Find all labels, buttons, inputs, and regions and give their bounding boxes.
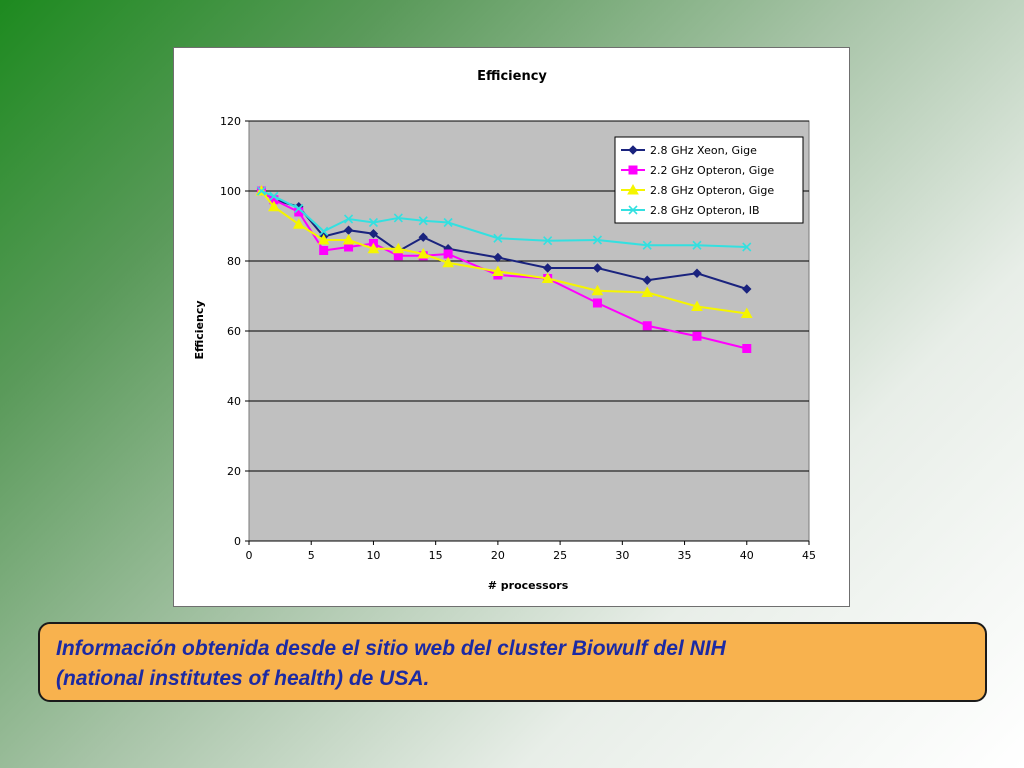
y-tick-label: 40 [227, 395, 241, 408]
data-point [742, 284, 752, 294]
legend-item: 2.2 GHz Opteron, Gige [621, 164, 774, 177]
caption-line-2: (national institutes of health) de USA. [56, 667, 430, 690]
data-point [543, 236, 553, 246]
data-point [642, 240, 652, 250]
series-3 [255, 184, 753, 318]
legend-item: 2.8 GHz Xeon, Gige [621, 144, 757, 157]
x-tick-label: 5 [308, 549, 315, 562]
y-tick-label: 100 [220, 185, 241, 198]
legend-marker [627, 183, 639, 195]
data-point [742, 344, 752, 353]
data-point [443, 217, 453, 228]
legend-marker [628, 205, 638, 215]
data-point [592, 235, 603, 245]
chart-frame: Efficiency 0 20 40 60 80 100 120 0 5 10 15 20 25 30 3… [173, 47, 850, 607]
data-point [418, 216, 428, 226]
data-point [393, 213, 403, 223]
data-point [368, 217, 379, 228]
caption-line-1: Información obtenida desde el sitio web … [56, 637, 726, 660]
data-point [592, 263, 603, 273]
x-axis-label: # processors [488, 579, 569, 592]
data-point [542, 263, 553, 273]
series-4 [256, 186, 752, 252]
data-point [642, 275, 652, 285]
x-tick-label: 25 [553, 549, 567, 562]
x-tick-label: 0 [246, 549, 253, 562]
legend-label: 2.8 GHz Xeon, Gige [650, 144, 757, 157]
y-tick-label: 20 [227, 465, 241, 478]
efficiency-chart: Efficiency 0 20 40 60 80 100 120 0 5 10 15 20 25 30 3… [193, 69, 816, 592]
data-point [692, 240, 702, 250]
y-tick-label: 60 [227, 325, 241, 338]
data-point [319, 226, 329, 236]
caption-text: Información obtenida desde el sitio web … [56, 634, 969, 694]
data-point [343, 214, 354, 224]
chart-title: Efficiency [477, 69, 547, 84]
data-point [591, 284, 604, 296]
x-tick-label: 15 [429, 549, 443, 562]
y-tick-label: 80 [227, 255, 241, 268]
data-point [342, 233, 355, 245]
legend-box [614, 136, 804, 224]
data-point [692, 331, 702, 341]
data-point [691, 300, 703, 311]
x-tick-label: 35 [678, 549, 692, 562]
x-tick-label: 20 [491, 549, 505, 562]
data-point [493, 252, 503, 263]
data-point [592, 298, 602, 308]
data-point [492, 265, 504, 276]
legend-marker [628, 165, 638, 175]
legend-label: 2.8 GHz Opteron, IB [650, 204, 760, 217]
data-point [642, 321, 652, 331]
data-point [367, 242, 380, 254]
legend-label: 2.8 GHz Opteron, Gige [650, 184, 774, 197]
x-axis-ticks: 0 5 10 15 20 25 30 35 40 45 [246, 540, 816, 562]
data-point [269, 191, 279, 201]
x-tick-label: 30 [615, 549, 629, 562]
legend-label: 2.2 GHz Opteron, Gige [650, 164, 774, 177]
data-point [392, 242, 405, 254]
data-point [493, 233, 503, 243]
x-tick-label: 10 [366, 549, 380, 562]
y-axis-label: Efficiency [193, 300, 206, 359]
data-point [442, 256, 454, 268]
data-point [268, 200, 280, 212]
y-tick-label: 0 [234, 535, 241, 548]
data-point [742, 242, 752, 252]
data-point [368, 228, 379, 239]
legend-item: 2.8 GHz Opteron, Gige [621, 183, 774, 197]
data-point [641, 286, 654, 297]
data-point [294, 203, 304, 214]
legend-item: 2.8 GHz Opteron, IB [621, 204, 760, 217]
caption-box: Información obtenida desde el sitio web … [38, 622, 987, 702]
legend-marker [628, 145, 638, 155]
series-layer [255, 184, 753, 353]
data-point [292, 218, 305, 229]
x-tick-label: 40 [740, 549, 754, 562]
data-point [418, 232, 428, 242]
x-tick-label: 45 [802, 549, 816, 562]
data-point [740, 307, 753, 318]
data-point [692, 268, 702, 278]
y-axis-ticks: 0 20 40 60 80 100 120 [220, 115, 249, 548]
data-point [541, 272, 554, 283]
chart-legend: 2.8 GHz Xeon, Gige 2.2 GHz Opteron, Gige 2… [614, 136, 804, 224]
data-point [317, 233, 330, 245]
data-point [319, 246, 329, 255]
y-tick-label: 120 [220, 115, 241, 128]
data-point [417, 247, 430, 259]
data-point [256, 186, 267, 196]
